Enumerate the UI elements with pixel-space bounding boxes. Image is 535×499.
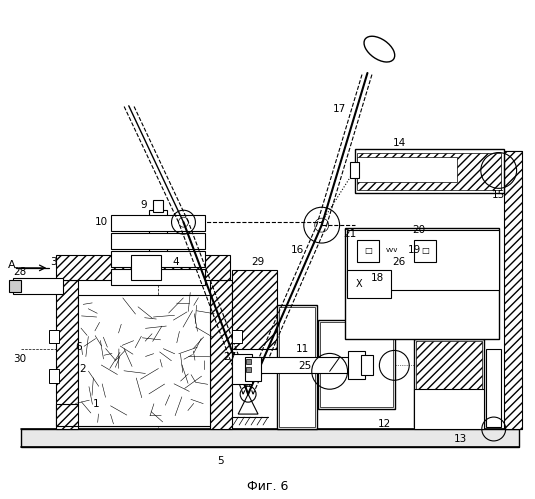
Text: 12: 12 bbox=[378, 419, 391, 429]
Bar bbox=[13, 278, 63, 294]
Bar bbox=[246, 367, 251, 372]
Bar bbox=[245, 357, 261, 381]
Text: 11: 11 bbox=[296, 344, 309, 354]
Text: X: X bbox=[356, 279, 363, 289]
Text: 14: 14 bbox=[393, 138, 406, 148]
Bar bbox=[56, 280, 78, 429]
Text: 29: 29 bbox=[251, 257, 265, 267]
Bar bbox=[56, 255, 230, 280]
Bar bbox=[111, 215, 205, 231]
Text: 9: 9 bbox=[140, 200, 147, 210]
Text: 27: 27 bbox=[224, 352, 237, 362]
Bar bbox=[277, 305, 317, 429]
Text: 10: 10 bbox=[94, 217, 108, 227]
Bar bbox=[111, 251, 205, 267]
Bar bbox=[21, 429, 518, 447]
Bar bbox=[414, 339, 484, 427]
Bar bbox=[362, 355, 373, 375]
Bar bbox=[131, 255, 160, 280]
Bar bbox=[357, 157, 457, 182]
Bar bbox=[503, 151, 522, 429]
Bar bbox=[414, 389, 484, 429]
Bar bbox=[345, 228, 499, 339]
Text: vvv: vvv bbox=[386, 247, 399, 253]
Bar bbox=[49, 329, 59, 343]
Bar bbox=[49, 369, 59, 383]
Bar bbox=[320, 321, 393, 407]
Bar bbox=[152, 200, 163, 212]
Text: 20: 20 bbox=[412, 225, 426, 235]
Bar bbox=[232, 354, 252, 384]
Text: 26: 26 bbox=[393, 257, 406, 267]
Bar bbox=[260, 357, 349, 373]
Text: 15: 15 bbox=[492, 190, 506, 200]
Text: 4: 4 bbox=[172, 257, 179, 267]
Bar bbox=[318, 319, 395, 409]
Bar bbox=[232, 270, 277, 349]
Text: Фиг. 6: Фиг. 6 bbox=[247, 480, 289, 493]
Bar bbox=[111, 233, 205, 249]
Bar bbox=[56, 404, 230, 426]
Bar bbox=[357, 153, 501, 190]
Text: 16: 16 bbox=[291, 245, 304, 255]
Bar bbox=[111, 269, 205, 285]
Text: 21: 21 bbox=[343, 229, 356, 239]
Bar bbox=[246, 359, 251, 364]
Bar bbox=[279, 307, 315, 427]
Bar bbox=[357, 240, 379, 262]
Text: 6: 6 bbox=[76, 342, 82, 352]
Text: 2: 2 bbox=[80, 364, 86, 374]
Text: A: A bbox=[7, 260, 15, 270]
Bar bbox=[347, 270, 391, 298]
Bar bbox=[232, 329, 242, 343]
Text: 30: 30 bbox=[13, 354, 26, 364]
Bar bbox=[210, 280, 232, 429]
Bar bbox=[349, 163, 360, 179]
Text: 18: 18 bbox=[371, 273, 384, 283]
Text: 5: 5 bbox=[217, 456, 224, 466]
Bar bbox=[348, 351, 365, 379]
Text: 28: 28 bbox=[13, 267, 26, 277]
Bar bbox=[149, 210, 166, 258]
Bar bbox=[355, 149, 503, 193]
Text: 3: 3 bbox=[50, 257, 57, 267]
Text: 25: 25 bbox=[298, 361, 311, 371]
Text: 19: 19 bbox=[408, 245, 421, 255]
Bar bbox=[486, 349, 501, 427]
Bar bbox=[78, 295, 210, 426]
Text: □: □ bbox=[364, 247, 372, 255]
Bar bbox=[416, 341, 482, 425]
Text: 13: 13 bbox=[454, 434, 468, 444]
Text: □: □ bbox=[421, 247, 429, 255]
Bar bbox=[232, 369, 242, 383]
Bar bbox=[414, 240, 436, 262]
Text: 17: 17 bbox=[333, 104, 346, 114]
Bar bbox=[10, 280, 21, 292]
Text: 1: 1 bbox=[93, 399, 100, 409]
Bar bbox=[347, 230, 499, 290]
